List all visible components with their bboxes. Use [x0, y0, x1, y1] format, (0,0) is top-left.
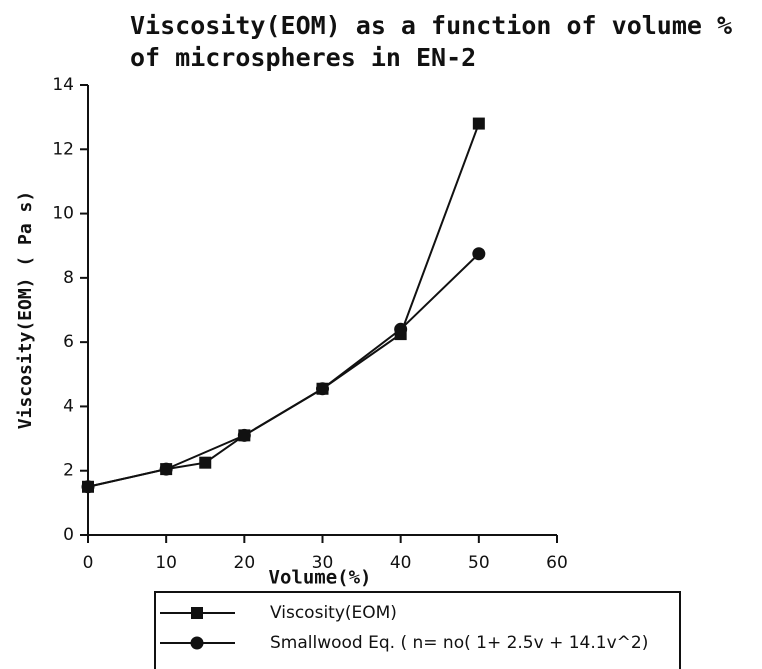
y-axis-label: Viscosity(EOM) ( Pa s) [15, 191, 36, 429]
y-tick-label: 8 [63, 268, 74, 288]
y-tick-label: 0 [63, 525, 74, 545]
marker-square [472, 117, 485, 130]
marker-circle [237, 428, 251, 442]
y-tick-label: 14 [52, 75, 74, 95]
marker-circle [472, 247, 486, 261]
x-tick-label: 40 [390, 553, 412, 573]
marker-circle [316, 382, 329, 396]
y-tick-label: 4 [63, 396, 74, 416]
x-axis-label: Volume(%) [269, 567, 372, 589]
x-tick-label: 0 [83, 553, 94, 573]
line [87, 253, 480, 488]
y-tick-label: 2 [63, 461, 74, 481]
chart-title: Viscosity(EOM) as a function of volume %… [130, 11, 733, 72]
legend-box [154, 591, 681, 669]
legend-label: Viscosity(EOM) [270, 603, 397, 623]
x-tick-label: 20 [234, 553, 256, 573]
legend-label: Smallwood Eq. ( n= no( 1+ 2.5v + 14.1v^2… [270, 633, 648, 653]
y-tick-label: 12 [52, 139, 74, 159]
marker-circle [81, 480, 95, 494]
line [87, 123, 480, 488]
marker-circle [159, 462, 173, 476]
x-tick-label: 10 [155, 553, 177, 573]
marker-square [191, 607, 203, 619]
x-tick-label: 30 [312, 553, 334, 573]
y-tick-label: 10 [52, 204, 74, 224]
x-tick-label: 60 [546, 553, 568, 573]
x-tick-label: 50 [468, 553, 490, 573]
marker-circle [394, 322, 408, 336]
y-tick-label: 6 [63, 332, 74, 352]
marker-square [199, 456, 212, 469]
marker-circle [190, 636, 204, 650]
